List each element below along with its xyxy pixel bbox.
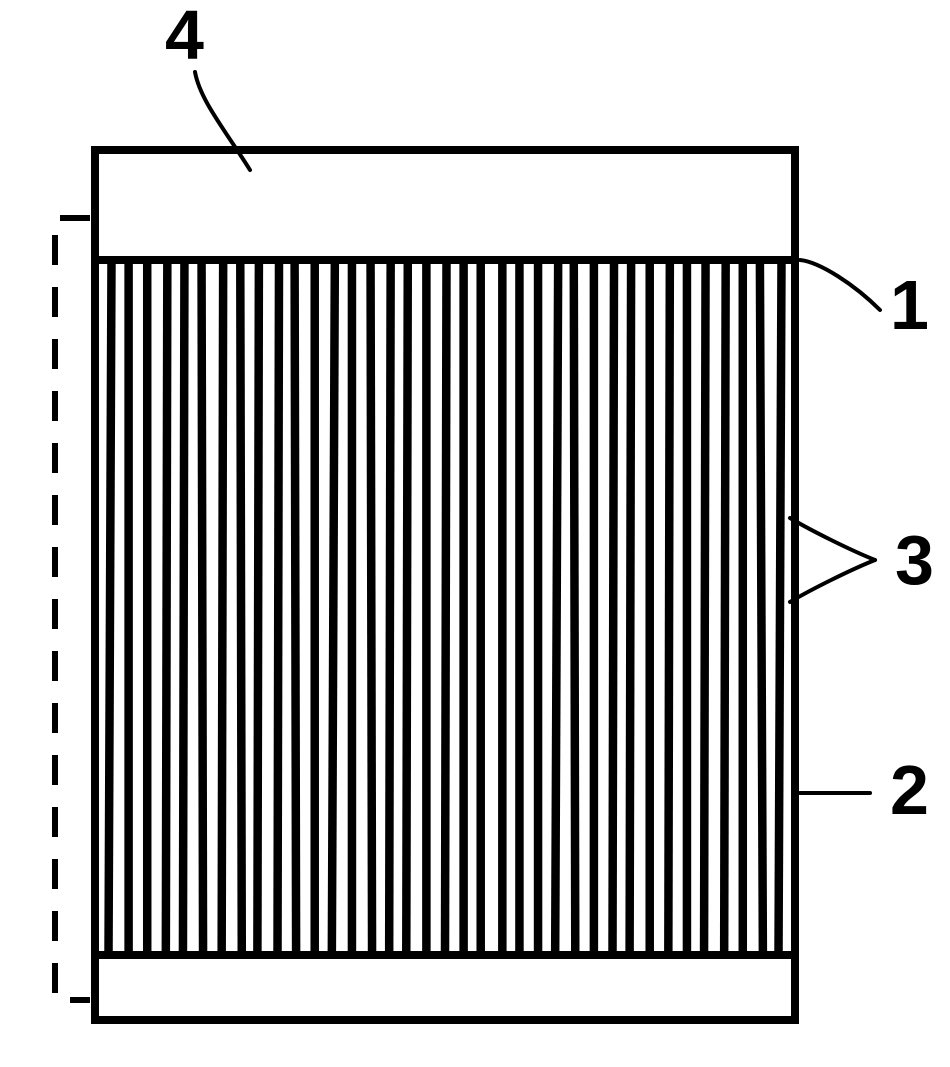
label-1: 1 — [890, 265, 929, 345]
label-3: 3 — [895, 520, 934, 600]
label-2: 2 — [890, 750, 929, 830]
diagram-canvas — [0, 0, 950, 1062]
label-4: 4 — [165, 0, 204, 75]
diagram-svg — [0, 0, 950, 1062]
